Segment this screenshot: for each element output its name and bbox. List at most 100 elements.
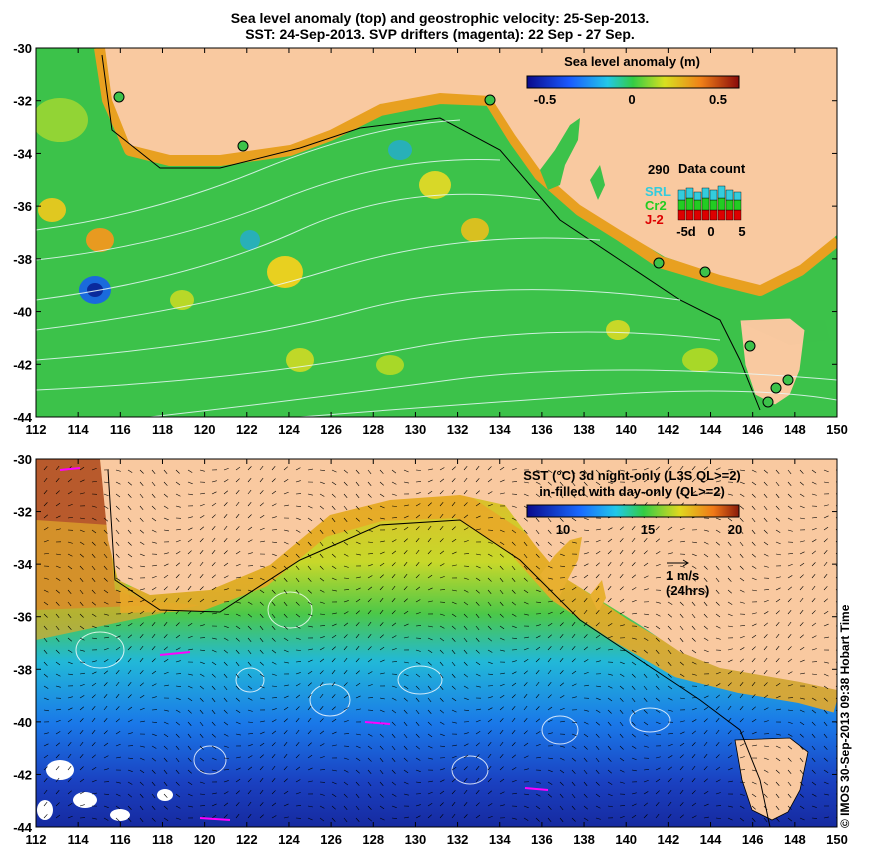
velocity-arrow — [727, 589, 732, 594]
velocity-arrow — [271, 753, 276, 759]
velocity-arrow — [187, 709, 192, 714]
velocity-arrow — [259, 515, 265, 519]
velocity-arrow — [355, 553, 361, 556]
sst-colorbar-tick: 20 — [728, 522, 742, 537]
velocity-arrow — [559, 781, 564, 786]
velocity-arrow — [427, 637, 433, 641]
velocity-arrow — [739, 469, 745, 472]
velocity-arrow — [811, 673, 817, 675]
velocity-arrow — [619, 624, 625, 627]
velocity-arrow — [43, 613, 48, 618]
velocity-arrow — [667, 732, 673, 735]
velocity-arrow — [415, 804, 421, 807]
velocity-arrow — [391, 622, 397, 627]
velocity-arrow — [487, 707, 493, 711]
velocity-arrow — [643, 525, 648, 531]
velocity-arrow — [67, 673, 73, 676]
velocity-arrow — [79, 706, 85, 711]
velocity-arrow — [715, 706, 720, 711]
velocity-arrow — [103, 589, 109, 594]
velocity-arrow — [91, 754, 96, 759]
velocity-arrow — [583, 684, 589, 687]
velocity-arrow — [139, 599, 145, 603]
velocity-arrow — [679, 625, 684, 631]
velocity-arrow — [139, 720, 145, 723]
velocity-arrow — [139, 817, 144, 823]
velocity-arrow — [391, 661, 398, 663]
velocity-arrow — [103, 755, 109, 759]
velocity-arrow — [667, 489, 672, 495]
velocity-arrow — [811, 610, 816, 615]
velocity-arrow — [463, 685, 469, 689]
velocity-arrow — [739, 693, 744, 699]
velocity-arrow — [187, 623, 193, 627]
velocity-arrow — [763, 793, 768, 798]
velocity-arrow — [631, 480, 637, 483]
velocity-arrow — [619, 685, 624, 690]
velocity-arrow — [43, 766, 48, 771]
velocity-arrow — [139, 493, 144, 499]
velocity-arrow — [823, 636, 829, 639]
velocity-arrow — [391, 597, 396, 603]
velocity-arrow — [55, 465, 60, 471]
velocity-arrow — [343, 565, 349, 568]
data-count-series-srl: SRL — [645, 184, 671, 199]
velocity-arrow — [511, 729, 516, 735]
velocity-arrow — [175, 709, 181, 713]
sla-anomaly-blob — [170, 290, 194, 310]
velocity-arrow — [115, 529, 120, 535]
velocity-arrow — [199, 769, 205, 773]
velocity-arrow — [463, 613, 468, 618]
tasmania-bottom — [734, 737, 809, 821]
velocity-arrow — [523, 768, 529, 771]
bottom-y-tick-label: -36 — [13, 610, 32, 625]
velocity-arrow — [295, 754, 300, 759]
velocity-arrow — [223, 575, 229, 579]
velocity-arrow — [43, 673, 48, 678]
shelf-break-contour — [101, 54, 761, 411]
velocity-arrow — [211, 661, 217, 666]
velocity-arrow — [151, 575, 157, 579]
velocity-arrow — [403, 697, 408, 702]
velocity-arrow — [559, 670, 564, 675]
velocity-arrow — [499, 466, 505, 471]
velocity-arrow — [787, 586, 793, 591]
velocity-arrow — [175, 493, 181, 497]
velocity-arrow — [799, 517, 805, 520]
velocity-arrow — [739, 577, 745, 582]
velocity-arrow — [331, 469, 337, 473]
velocity-arrow — [307, 493, 313, 496]
velocity-arrow — [163, 552, 169, 555]
gulf-st-vincent-bottom — [590, 580, 606, 612]
velocity-arrow — [559, 805, 564, 811]
velocity-arrow — [619, 561, 624, 567]
velocity-arrow — [235, 767, 241, 771]
velocity-arrow — [199, 561, 204, 567]
velocity-arrow — [619, 733, 624, 738]
velocity-arrow — [91, 817, 97, 820]
velocity-arrow — [295, 517, 301, 520]
velocity-arrow — [91, 717, 96, 723]
velocity-arrow — [439, 709, 445, 714]
velocity-arrow — [751, 658, 756, 663]
velocity-arrow — [487, 765, 492, 771]
velocity-arrow — [319, 601, 325, 604]
velocity-arrow — [235, 733, 241, 736]
velocity-arrow — [307, 717, 312, 723]
velocity-arrow — [511, 742, 516, 747]
velocity-arrow — [199, 733, 204, 739]
velocity-arrow — [115, 706, 120, 711]
velocity-arrow — [571, 721, 577, 724]
velocity-arrow — [355, 598, 361, 603]
top-x-tick-label: 120 — [194, 422, 216, 437]
velocity-arrow — [487, 815, 493, 819]
velocity-arrow — [343, 611, 349, 615]
velocity-arrow — [715, 792, 721, 795]
velocity-arrow — [259, 720, 265, 723]
velocity-arrow — [271, 815, 277, 819]
velocity-arrow — [307, 648, 313, 651]
velocity-arrow — [571, 805, 576, 810]
velocity-arrow — [379, 622, 384, 627]
velocity-arrow — [67, 625, 72, 630]
velocity-arrow — [451, 755, 457, 759]
